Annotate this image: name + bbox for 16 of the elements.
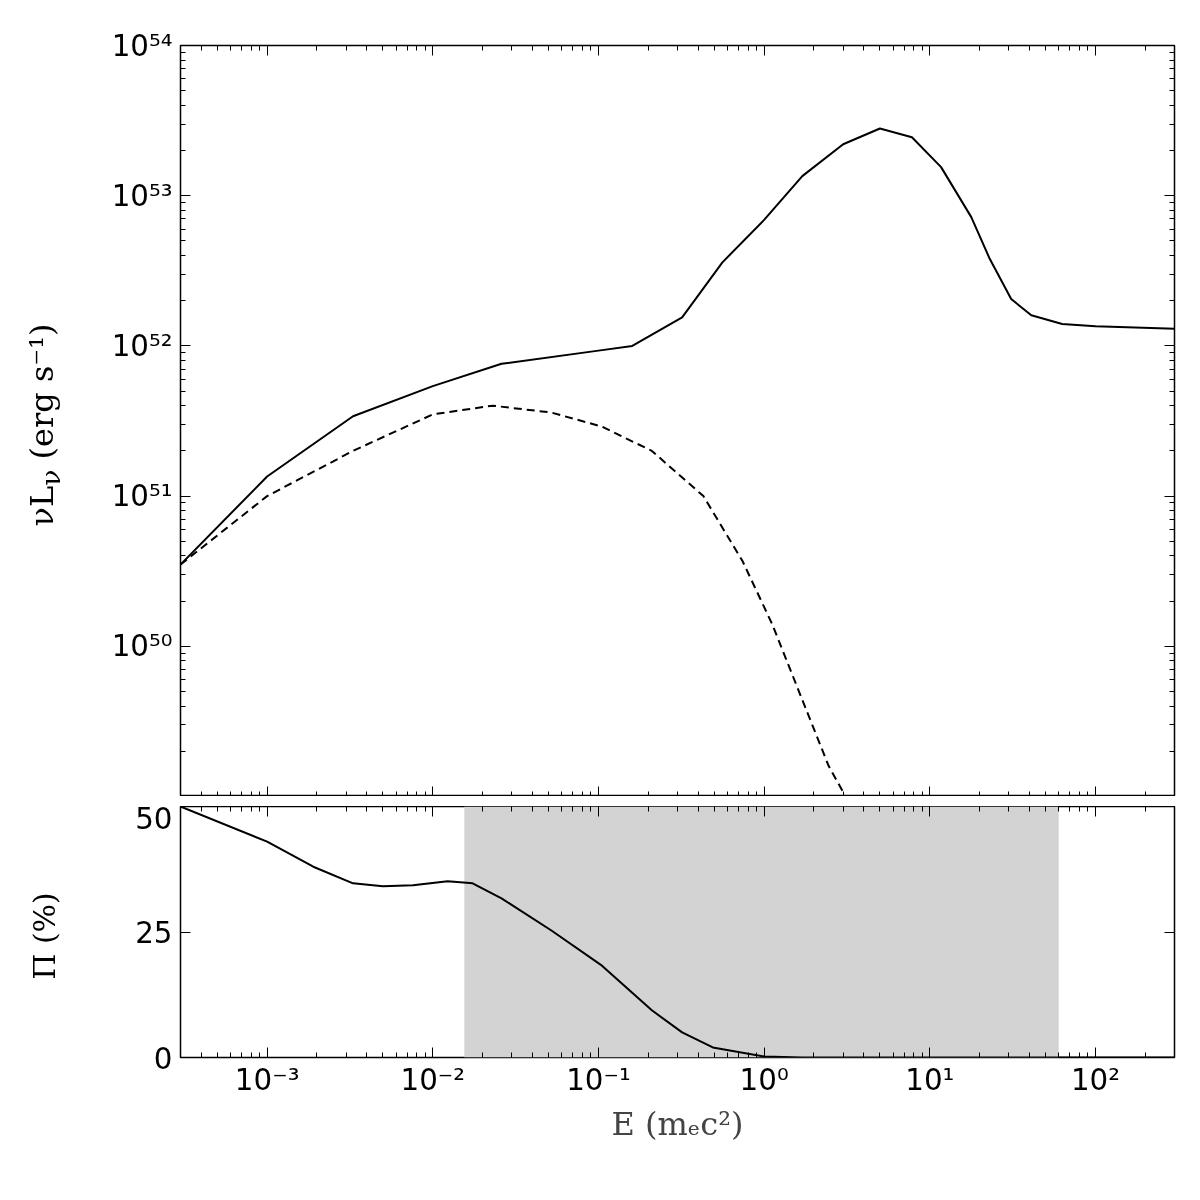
x-tick-label: 10² — [1070, 1062, 1120, 1097]
y-tick-label: 10⁵⁴ — [111, 28, 173, 63]
y-axis-title: Π (%) — [25, 892, 63, 980]
x-tick-label: 10⁻² — [400, 1062, 466, 1097]
x-axis-title: E (mₑc²) — [611, 1104, 744, 1143]
y-tick-label: 50 — [135, 801, 173, 836]
x-tick-label: 10¹ — [905, 1062, 955, 1097]
x-tick-label: 10⁰ — [739, 1062, 789, 1097]
x-tick-label: 10⁻¹ — [566, 1062, 631, 1097]
y-tick-label: 10⁵¹ — [111, 479, 173, 514]
y-tick-label: 10⁵³ — [111, 178, 173, 213]
y-tick-label: 25 — [135, 916, 173, 950]
y-tick-label: 10⁵² — [111, 328, 173, 363]
y-tick-label: 10⁵⁰ — [111, 629, 173, 664]
x-tick-label: 10⁻³ — [234, 1062, 300, 1097]
y-tick-label: 0 — [153, 1041, 173, 1076]
